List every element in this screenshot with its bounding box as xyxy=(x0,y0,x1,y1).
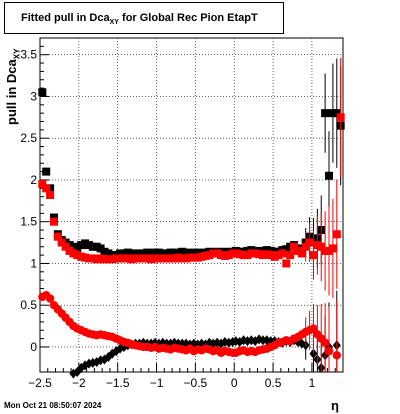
data-point xyxy=(251,336,260,347)
data-point xyxy=(57,238,66,247)
y-tick-label: 0 xyxy=(30,340,37,354)
y-tick-label: 3.5 xyxy=(20,48,37,62)
data-point xyxy=(53,232,62,241)
y-tick-label: 1.5 xyxy=(20,215,37,229)
data-point xyxy=(332,109,341,118)
data-point xyxy=(38,180,47,189)
y-tick-label: 0.5 xyxy=(20,298,37,312)
data-point xyxy=(317,242,326,251)
data-point xyxy=(42,184,51,193)
data-point xyxy=(46,190,55,199)
data-point xyxy=(320,338,330,347)
data-point xyxy=(324,346,334,356)
y-tick-label: 2 xyxy=(30,173,37,187)
x-tick-label: −2.5 xyxy=(28,376,52,390)
data-point xyxy=(42,167,51,176)
timestamp-footer: Mon Oct 21 08:50:07 2024 xyxy=(4,401,102,410)
x-tick-label: −1 xyxy=(150,376,164,390)
data-point xyxy=(286,251,295,260)
plot-frame xyxy=(39,37,344,373)
data-point xyxy=(309,348,318,359)
x-axis-label: η xyxy=(331,398,339,413)
y-tick-label: 3 xyxy=(30,89,37,103)
data-point xyxy=(290,242,299,251)
data-point xyxy=(49,213,58,222)
x-tick-label: −1.5 xyxy=(106,376,130,390)
chart-title-rest: for Global Rec Pion EtapT xyxy=(118,12,258,24)
data-point xyxy=(278,249,287,258)
y-tick-label: 1 xyxy=(30,256,37,270)
data-point xyxy=(309,251,318,260)
data-point xyxy=(282,259,291,268)
x-tick-label: −0.5 xyxy=(184,376,208,390)
x-tick-label: 0 xyxy=(231,376,238,390)
data-point xyxy=(305,238,314,247)
data-point xyxy=(328,244,337,253)
data-point xyxy=(321,109,330,118)
data-point xyxy=(332,351,341,360)
data-point xyxy=(336,113,345,122)
x-tick-label: −2 xyxy=(72,376,86,390)
data-point xyxy=(301,242,310,251)
chart-title: Fitted pull in DcaXY for Global Rec Pion… xyxy=(21,12,258,26)
chart-title-box: Fitted pull in DcaXY for Global Rec Pion… xyxy=(4,2,284,34)
data-point xyxy=(45,294,55,303)
x-tick-label: 1 xyxy=(309,376,316,390)
data-point xyxy=(38,88,47,97)
chart-title-subscript: XY xyxy=(109,19,119,27)
data-point xyxy=(332,230,341,239)
data-point xyxy=(325,171,334,180)
data-point xyxy=(49,217,58,226)
chart-title-main: Fitted pull in Dca xyxy=(21,12,110,24)
data-point xyxy=(61,242,70,251)
data-point xyxy=(297,249,306,258)
x-tick-label: 0.5 xyxy=(265,376,282,390)
y-tick-label: 2.5 xyxy=(20,131,37,145)
